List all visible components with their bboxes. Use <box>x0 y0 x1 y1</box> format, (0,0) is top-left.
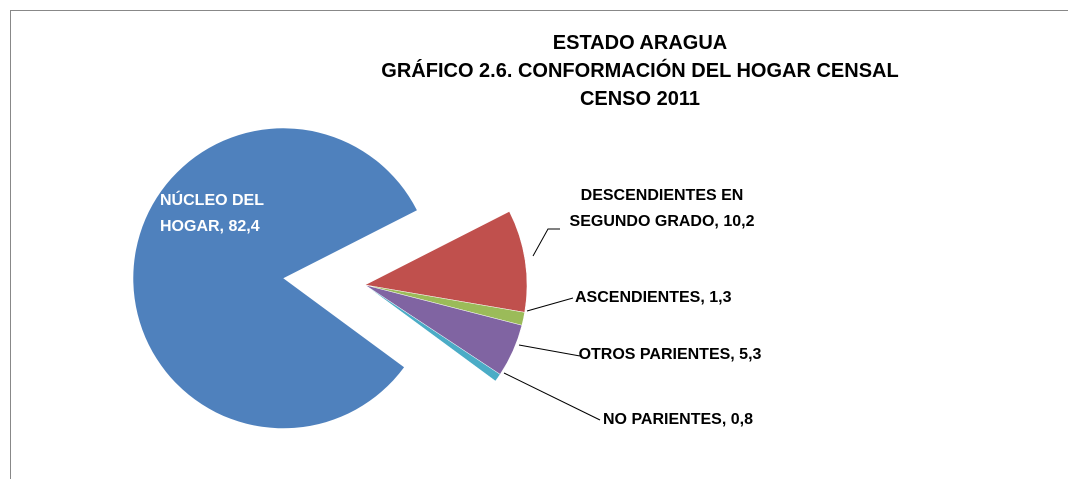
data-label: OTROS PARIENTES, 5,3 <box>578 346 762 363</box>
data-label: NO PARIENTES, 0,8 <box>603 411 753 428</box>
leader-line <box>526 297 574 312</box>
title-line: ESTADO ARAGUA <box>552 32 728 54</box>
pie-slice <box>364 211 528 313</box>
title-line: GRÁFICO 2.6. CONFORMACIÓN DEL HOGAR CENS… <box>381 60 899 82</box>
pie-slice <box>133 128 417 429</box>
data-label: DESCENDIENTES EN SEGUNDO GRADO, 10,2 <box>569 187 755 230</box>
data-label: ASCENDIENTES, 1,3 <box>575 289 732 306</box>
title-line: CENSO 2011 <box>579 88 701 110</box>
data-label: NÚCLEO DEL HOGAR, 82,4 <box>160 192 264 235</box>
pie-slice <box>364 284 501 382</box>
leader-line <box>532 228 560 257</box>
leader-line <box>503 372 601 421</box>
leader-line <box>518 344 581 357</box>
